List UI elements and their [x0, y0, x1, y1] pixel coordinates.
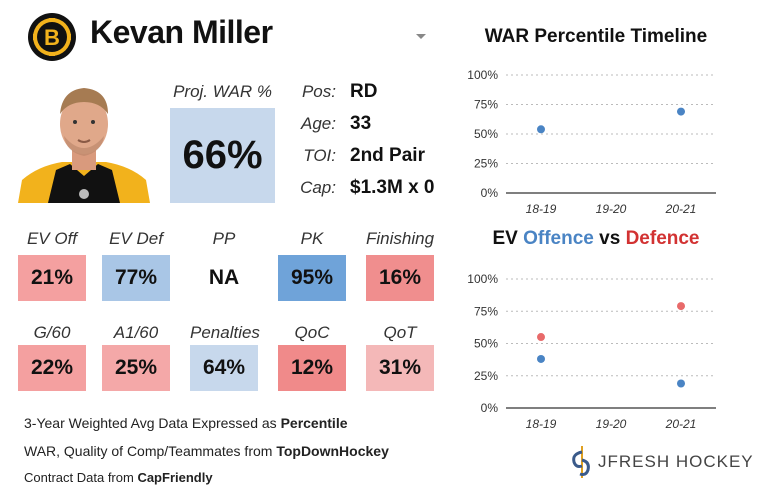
stat-value-g60: 22% [18, 345, 86, 391]
age-label: Age: [301, 114, 336, 133]
stat-label-pk: PK [300, 229, 324, 248]
proj-war-label: Proj. WAR % [173, 82, 272, 101]
x-tick-label: 19-20 [596, 417, 627, 431]
war-timeline-gridlines [506, 74, 716, 194]
pos-value: RD [350, 81, 378, 102]
y-tick-label: 25% [474, 369, 498, 383]
stat-label-g60: G/60 [33, 323, 71, 342]
y-tick-label: 0% [481, 401, 499, 415]
y-tick-label: 50% [474, 337, 498, 351]
stat-value-finishing: 16% [366, 255, 434, 301]
ev-off-def-yticks: 0% 25% 50% 75% 100% [467, 272, 498, 415]
cap-value: $1.3M x 0 [350, 177, 435, 198]
stat-value-qot: 31% [366, 345, 434, 391]
data-point-defence [677, 302, 685, 311]
stat-value-pp: NA [190, 255, 258, 301]
x-tick-label: 18-19 [526, 202, 557, 216]
data-point-offence [677, 379, 685, 388]
y-tick-label: 25% [474, 157, 498, 171]
y-tick-label: 50% [474, 127, 498, 141]
cap-label: Cap: [300, 178, 336, 197]
stat-value-penalties: 64% [190, 345, 258, 391]
stat-label-ev-off: EV Off [26, 229, 78, 248]
brand-text: JFRESH HOCKEY [598, 452, 754, 471]
chart-title-war-timeline: WAR Percentile Timeline [484, 26, 708, 47]
ev-off-def-points [537, 302, 685, 388]
x-tick-label: 19-20 [596, 202, 627, 216]
chart2-title-defence: Defence [625, 228, 700, 249]
x-tick-label: 18-19 [526, 417, 557, 431]
chart2-title-offence: Offence [523, 228, 594, 249]
note-war-source-text: WAR, Quality of Comp/Teammates from [24, 443, 277, 459]
ev-off-def-chart: 0% 25% 50% 75% 100% 18-19 19-20 20-21 [467, 272, 716, 431]
toi-label: TOI: [303, 146, 336, 165]
stat-label-penalties: Penalties [190, 323, 260, 342]
data-point-offence [537, 354, 545, 363]
stat-value-ev-def: 77% [102, 255, 170, 301]
chart2-title-vs: vs [593, 228, 626, 249]
stat-value-pk: 95% [278, 255, 346, 301]
y-tick-label: 75% [474, 304, 498, 318]
note-percentile-bold: Percentile [280, 415, 348, 431]
chart-title-ev-off-def: EV Offence vs Defence [456, 228, 736, 250]
stat-value-qoc: 12% [278, 345, 346, 391]
brand-logo-icon [572, 446, 590, 478]
stat-label-pp: PP [212, 229, 236, 248]
note-percentile-text: 3-Year Weighted Avg Data Expressed as [24, 415, 281, 431]
note-contract-source: Contract Data from CapFriendly [24, 470, 213, 485]
x-tick-label: 20-21 [665, 202, 697, 216]
toi-value: 2nd Pair [350, 145, 425, 166]
brand: JFRESH HOCKEY [570, 444, 754, 480]
stat-label-qoc: QoC [294, 323, 330, 342]
y-tick-label: 100% [467, 272, 498, 286]
ev-off-def-gridlines [506, 278, 716, 409]
note-war-source-bold: TopDownHockey [276, 443, 389, 459]
note-war-source: WAR, Quality of Comp/Teammates from TopD… [24, 443, 389, 459]
proj-war-value: 66% [170, 108, 275, 203]
stat-label-ev-def: EV Def [109, 229, 163, 248]
data-point-war [537, 125, 545, 134]
player-name: Kevan Miller [90, 14, 273, 50]
war-timeline-chart: 0% 25% 50% 75% 100% 18-19 19-20 20-21 [467, 68, 716, 216]
note-contract-source-bold: CapFriendly [137, 470, 213, 485]
note-percentile: 3-Year Weighted Avg Data Expressed as Pe… [24, 415, 348, 431]
war-timeline-points [537, 107, 685, 134]
note-contract-source-text: Contract Data from [24, 470, 138, 485]
player-photo [18, 78, 150, 203]
y-tick-label: 0% [481, 186, 499, 200]
stat-value-ev-off: 21% [18, 255, 86, 301]
team-logo-letter: B [44, 25, 60, 50]
x-tick-label: 20-21 [665, 417, 697, 431]
data-point-war [677, 107, 685, 116]
y-tick-label: 100% [467, 68, 498, 82]
stat-value-a160: 25% [102, 345, 170, 391]
chart2-title-ev: EV [492, 228, 524, 249]
war-timeline-xticks: 18-19 19-20 20-21 [526, 202, 697, 216]
stat-label-a160: A1/60 [113, 323, 159, 342]
team-logo: B [27, 12, 77, 62]
age-value: 33 [350, 113, 372, 134]
y-tick-label: 75% [474, 98, 498, 112]
ev-off-def-xticks: 18-19 19-20 20-21 [526, 417, 697, 431]
data-point-defence [537, 333, 545, 342]
stat-label-qot: QoT [383, 323, 417, 342]
stat-label-finishing: Finishing [366, 229, 435, 248]
player-select-dropdown-icon[interactable] [416, 34, 426, 39]
war-timeline-yticks: 0% 25% 50% 75% 100% [467, 68, 498, 200]
pos-label: Pos: [301, 82, 336, 101]
